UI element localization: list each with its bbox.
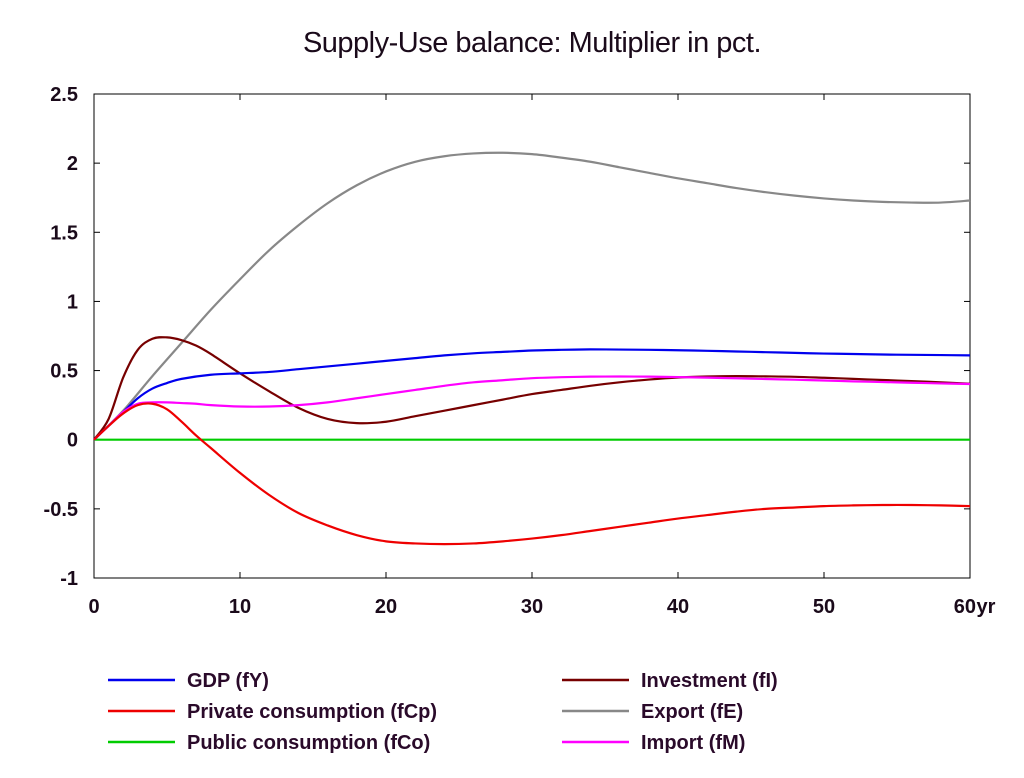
x-tick-label: 50	[813, 596, 835, 618]
x-tick-label: 0	[88, 596, 99, 618]
legend-item-investment-fi: Investment (fI)	[562, 670, 778, 692]
series-line-gdp-fy	[93, 348, 971, 441]
legend-item-private-consumption-fcp: Private consumption (fCp)	[108, 701, 437, 723]
legend-label: Investment (fI)	[641, 670, 778, 692]
legend-label: Public consumption (fCo)	[187, 732, 430, 754]
legend-label: Private consumption (fCp)	[187, 701, 437, 723]
y-tick-label: 2.5	[50, 84, 78, 106]
y-tick-label: 1.5	[50, 222, 78, 244]
plot-area: -1 -0.5 0 0.5 1 1.5 2 2.5 0 10 20 30 40 50 60	[44, 84, 976, 618]
series-line-investment-fi	[93, 336, 971, 441]
series-line-private-consumption-fcp	[93, 402, 971, 546]
x-tick-label: 20	[375, 596, 397, 618]
x-unit-label: yr	[977, 596, 996, 618]
legend-label: Import (fM)	[641, 732, 745, 754]
legend-label: GDP (fY)	[187, 670, 269, 692]
series-line-export-fe	[93, 151, 971, 441]
chart-title: Supply-Use balance: Multiplier in pct.	[303, 27, 761, 59]
x-tick-label: 40	[667, 596, 689, 618]
y-tick-label: -1	[60, 568, 78, 590]
legend-item-public-consumption-fco: Public consumption (fCo)	[108, 732, 430, 754]
y-tick-label: 2	[67, 153, 78, 175]
x-tick-label: 60	[954, 596, 976, 618]
legend-label: Export (fE)	[641, 701, 743, 723]
y-tick-label: 1	[67, 291, 78, 313]
y-tick-label: -0.5	[44, 499, 78, 521]
y-tick-label: 0.5	[50, 361, 78, 383]
y-axis: -1 -0.5 0 0.5 1 1.5 2 2.5	[44, 84, 970, 590]
x-tick-label: 10	[229, 596, 251, 618]
series-line-import-fm	[93, 375, 971, 441]
legend-item-export-fe: Export (fE)	[562, 701, 743, 723]
legend: GDP (fY) Private consumption (fCp) Public …	[108, 670, 778, 754]
legend-item-import-fm: Import (fM)	[562, 732, 745, 754]
y-tick-label: 0	[67, 430, 78, 452]
legend-item-gdp-fy: GDP (fY)	[108, 670, 269, 692]
series-lines	[93, 151, 971, 546]
x-tick-label: 30	[521, 596, 543, 618]
x-axis: 0 10 20 30 40 50 60	[88, 94, 976, 618]
